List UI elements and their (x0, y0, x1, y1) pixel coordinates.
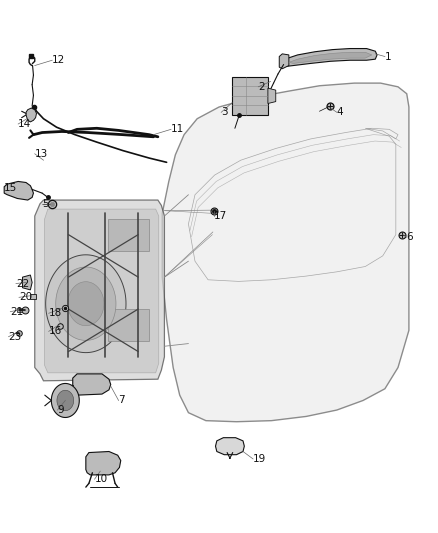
Text: 14: 14 (18, 119, 32, 129)
Polygon shape (57, 390, 74, 410)
Text: 10: 10 (95, 474, 108, 484)
Polygon shape (289, 52, 372, 63)
Polygon shape (51, 383, 79, 417)
Text: 7: 7 (119, 395, 125, 406)
Polygon shape (46, 255, 126, 353)
Polygon shape (26, 108, 36, 122)
Text: 5: 5 (42, 199, 49, 209)
Bar (17, 308, 25, 312)
Polygon shape (284, 49, 377, 67)
Text: 15: 15 (4, 183, 18, 193)
Bar (232, 77, 268, 115)
Polygon shape (268, 88, 276, 103)
Text: 13: 13 (35, 149, 48, 159)
Polygon shape (4, 181, 33, 200)
Polygon shape (215, 438, 244, 455)
Polygon shape (279, 54, 289, 69)
Polygon shape (44, 209, 159, 373)
Text: 21: 21 (11, 306, 24, 317)
Text: 6: 6 (407, 232, 413, 243)
Polygon shape (162, 83, 409, 422)
Text: 12: 12 (52, 55, 65, 65)
Text: 4: 4 (337, 107, 343, 117)
Text: 1: 1 (385, 52, 392, 61)
Text: 23: 23 (9, 332, 22, 342)
Text: 11: 11 (171, 124, 184, 134)
Polygon shape (68, 282, 104, 326)
Text: 16: 16 (49, 326, 62, 336)
Polygon shape (35, 200, 164, 381)
Polygon shape (56, 267, 116, 341)
Text: 17: 17 (214, 211, 227, 221)
Polygon shape (86, 451, 121, 475)
Bar (108, 309, 149, 341)
Bar (30, 294, 36, 300)
Bar (108, 219, 149, 251)
Text: 9: 9 (57, 405, 64, 415)
Text: 3: 3 (221, 107, 228, 117)
Text: 18: 18 (49, 308, 62, 318)
Polygon shape (73, 374, 111, 395)
Text: 20: 20 (19, 292, 32, 302)
Text: 19: 19 (253, 454, 266, 464)
Polygon shape (22, 275, 32, 290)
Text: 2: 2 (258, 82, 265, 92)
Text: 22: 22 (16, 279, 29, 288)
